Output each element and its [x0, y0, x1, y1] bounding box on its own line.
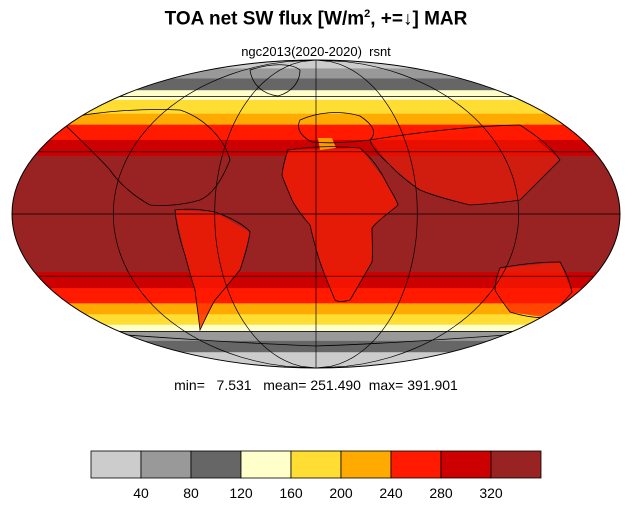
colorbar-box-8	[490, 450, 542, 479]
coastline-south-america	[174, 208, 251, 332]
colorbar-labels: 40 80 120 160 200 240 280 320	[133, 485, 503, 501]
map-border	[11, 59, 621, 369]
colorbar-box-0	[90, 450, 142, 479]
colorbar-label: 320	[479, 485, 503, 501]
colorbar-box-5	[340, 450, 392, 479]
coastline-asia	[369, 124, 561, 206]
title-tail: , +=↓] MAR	[370, 8, 468, 30]
colorbar-boxes	[90, 450, 542, 479]
meridian-line	[214, 60, 317, 368]
colorbar-box-4	[290, 450, 342, 479]
south-america-land	[175, 210, 250, 330]
statistics-line: min= 7.531 mean= 251.490 max= 391.901	[174, 377, 458, 393]
meridian-line	[315, 60, 520, 368]
colorbar-box-6	[390, 450, 442, 479]
colorbar-label: 240	[379, 485, 403, 501]
meridian-line	[315, 60, 418, 368]
colorbar-label: 40	[133, 485, 149, 501]
meridian-line	[112, 60, 317, 368]
colorbar-box-2	[190, 450, 242, 479]
colorbar-box-7	[440, 450, 492, 479]
coastline-north-america	[59, 109, 231, 206]
africa-land	[282, 148, 398, 300]
colorbar-label: 120	[229, 485, 253, 501]
plot-subtitle: ngc2013(2020-2020) rsnt	[241, 44, 391, 59]
land-shading	[175, 125, 572, 330]
colorbar-label: 80	[183, 485, 199, 501]
colorbar-label: 200	[329, 485, 353, 501]
title-main: TOA net SW flux [W/m	[164, 8, 365, 30]
colorbar-box-1	[140, 450, 192, 479]
colorbar-label: 160	[279, 485, 303, 501]
asia-land	[370, 125, 560, 205]
coastline-greenland	[249, 64, 301, 97]
colorbar-label: 280	[429, 485, 453, 501]
title-superscript: 2	[364, 8, 371, 20]
plot-title: TOA net SW flux [W/m2, +=↓] MAR	[0, 8, 632, 30]
colorbar-box-3	[240, 450, 292, 479]
coastline-africa	[281, 146, 399, 302]
